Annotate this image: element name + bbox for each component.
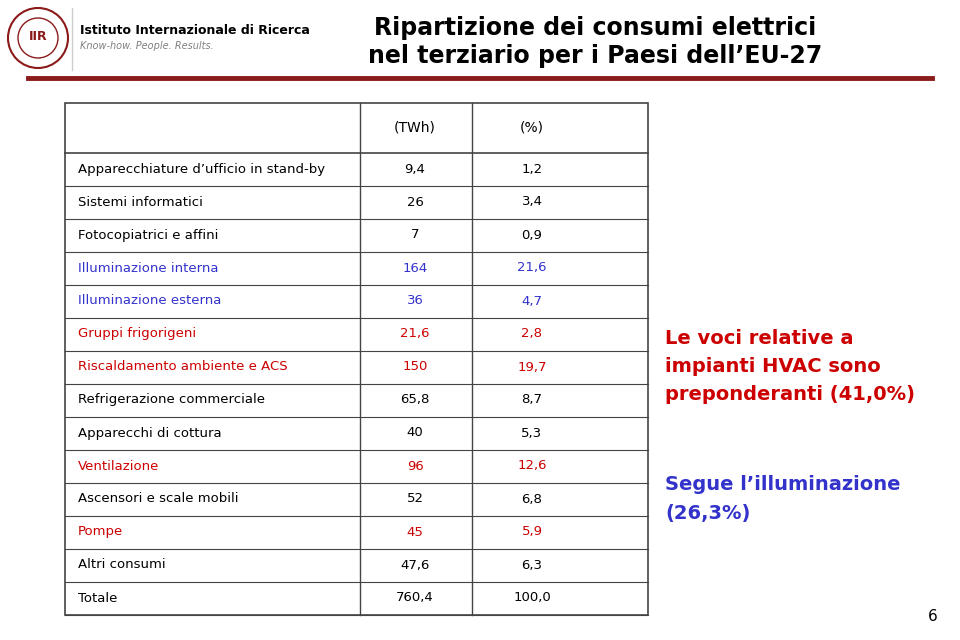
Text: 150: 150 xyxy=(402,360,428,374)
Text: 760,4: 760,4 xyxy=(396,591,434,605)
Text: Altri consumi: Altri consumi xyxy=(78,559,166,572)
Text: 26: 26 xyxy=(407,195,423,209)
Text: 164: 164 xyxy=(402,262,427,275)
Text: Illuminazione esterna: Illuminazione esterna xyxy=(78,294,222,307)
Text: Apparecchi di cottura: Apparecchi di cottura xyxy=(78,426,222,440)
Text: Riscaldamento ambiente e ACS: Riscaldamento ambiente e ACS xyxy=(78,360,288,374)
Text: Refrigerazione commerciale: Refrigerazione commerciale xyxy=(78,394,265,406)
Text: 65,8: 65,8 xyxy=(400,394,430,406)
Text: 21,6: 21,6 xyxy=(400,328,430,340)
Text: Ripartizione dei consumi elettrici: Ripartizione dei consumi elettrici xyxy=(373,16,816,40)
Text: 45: 45 xyxy=(407,525,423,538)
Text: Pompe: Pompe xyxy=(78,525,123,538)
Text: 1,2: 1,2 xyxy=(521,163,542,175)
Text: 7: 7 xyxy=(411,228,420,241)
Text: 36: 36 xyxy=(407,294,423,307)
Text: 21,6: 21,6 xyxy=(517,262,547,275)
Text: IIR: IIR xyxy=(29,29,47,42)
Text: Apparecchiature d’ufficio in stand-by: Apparecchiature d’ufficio in stand-by xyxy=(78,163,325,175)
Text: Segue l’illuminazione
(26,3%): Segue l’illuminazione (26,3%) xyxy=(665,476,900,522)
Text: 6,8: 6,8 xyxy=(521,493,542,506)
Text: Istituto Internazionale di Ricerca: Istituto Internazionale di Ricerca xyxy=(80,24,310,38)
Text: 0,9: 0,9 xyxy=(521,228,542,241)
Text: 12,6: 12,6 xyxy=(517,460,547,472)
Text: 8,7: 8,7 xyxy=(521,394,542,406)
Text: Le voci relative a
impianti HVAC sono
preponderanti (41,0%): Le voci relative a impianti HVAC sono pr… xyxy=(665,330,915,404)
Text: 47,6: 47,6 xyxy=(400,559,430,572)
Bar xyxy=(65,103,648,614)
Text: 9,4: 9,4 xyxy=(404,163,425,175)
Text: 52: 52 xyxy=(406,493,423,506)
Text: 5,3: 5,3 xyxy=(521,426,542,440)
Text: 96: 96 xyxy=(407,460,423,472)
Text: (%): (%) xyxy=(520,121,544,135)
Text: 6,3: 6,3 xyxy=(521,559,542,572)
Text: 19,7: 19,7 xyxy=(517,360,547,374)
Text: 3,4: 3,4 xyxy=(521,195,542,209)
Text: 6: 6 xyxy=(928,609,938,624)
Text: Totale: Totale xyxy=(78,591,117,605)
Text: Illuminazione interna: Illuminazione interna xyxy=(78,262,219,275)
Text: 40: 40 xyxy=(407,426,423,440)
Text: 2,8: 2,8 xyxy=(521,328,542,340)
Text: Know-how. People. Results.: Know-how. People. Results. xyxy=(80,41,214,51)
Text: nel terziario per i Paesi dell’EU-27: nel terziario per i Paesi dell’EU-27 xyxy=(368,44,822,68)
Text: Ascensori e scale mobili: Ascensori e scale mobili xyxy=(78,493,238,506)
Text: (TWh): (TWh) xyxy=(394,121,436,135)
Text: Ventilazione: Ventilazione xyxy=(78,460,159,472)
Text: Gruppi frigorigeni: Gruppi frigorigeni xyxy=(78,328,196,340)
Text: 4,7: 4,7 xyxy=(521,294,542,307)
Text: Sistemi informatici: Sistemi informatici xyxy=(78,195,203,209)
Text: 100,0: 100,0 xyxy=(514,591,551,605)
Text: 5,9: 5,9 xyxy=(521,525,542,538)
Text: Fotocopiatrici e affini: Fotocopiatrici e affini xyxy=(78,228,218,241)
